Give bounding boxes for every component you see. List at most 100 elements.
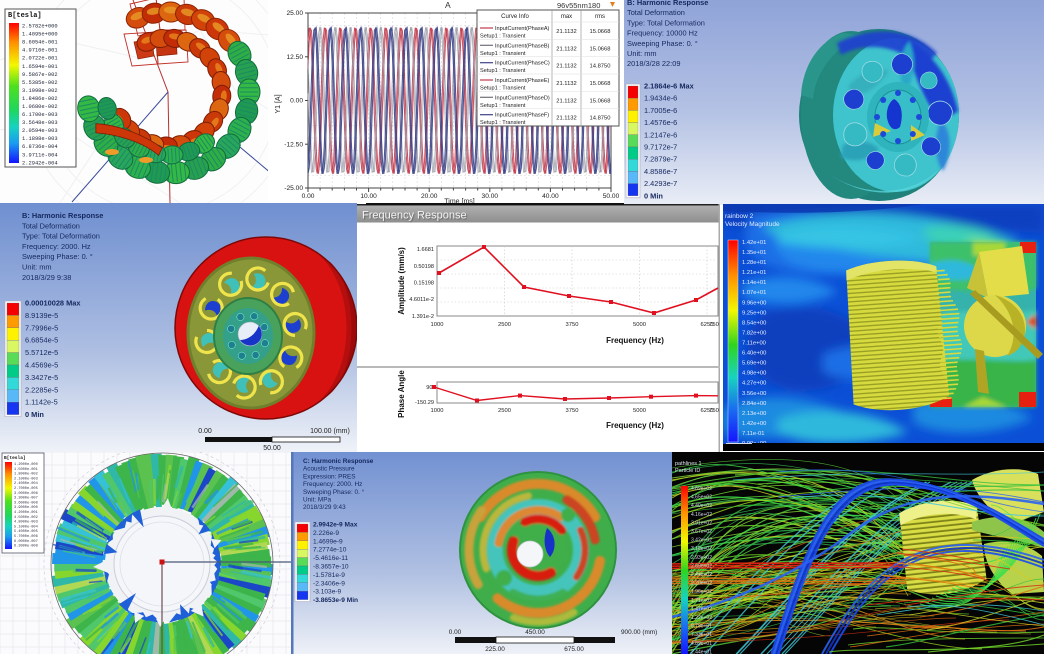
svg-text:Frequency (Hz): Frequency (Hz) xyxy=(606,421,664,430)
svg-text:rainbow 2: rainbow 2 xyxy=(725,213,754,220)
svg-text:5.5385e-002: 5.5385e-002 xyxy=(22,80,58,86)
svg-text:Setup1 : Transient: Setup1 : Transient xyxy=(480,103,526,109)
svg-text:90.: 90. xyxy=(426,385,434,391)
svg-text:7.11e+00: 7.11e+00 xyxy=(742,341,766,347)
svg-text:1.1898e-003: 1.1898e-003 xyxy=(22,136,58,142)
svg-text:1000: 1000 xyxy=(431,322,444,328)
svg-text:1.14e+01: 1.14e+01 xyxy=(742,280,766,286)
svg-text:1.7005e-6: 1.7005e-6 xyxy=(644,106,677,115)
svg-text:4.9716e-001: 4.9716e-001 xyxy=(22,48,58,54)
svg-text:1.0680e-002: 1.0680e-002 xyxy=(22,104,58,110)
svg-text:Frequency (Hz): Frequency (Hz) xyxy=(606,336,664,345)
svg-text:4.98e+00: 4.98e+00 xyxy=(742,371,766,377)
svg-text:2.44e+01: 2.44e+01 xyxy=(691,649,712,654)
svg-text:3.56e+00: 3.56e+00 xyxy=(742,391,766,397)
svg-text:Sweeping Phase: 0. °: Sweeping Phase: 0. ° xyxy=(22,252,93,261)
svg-text:1.71e+02: 1.71e+02 xyxy=(691,598,712,604)
svg-text:2.0594e-003: 2.0594e-003 xyxy=(22,128,58,134)
svg-text:4.4569e-5: 4.4569e-5 xyxy=(25,361,58,370)
svg-text:5.7000e-006: 5.7000e-006 xyxy=(14,535,38,539)
svg-text:5.69e+00: 5.69e+00 xyxy=(742,361,766,367)
svg-text:-1.5781e-9: -1.5781e-9 xyxy=(313,572,345,579)
svg-text:2.0722e-001: 2.0722e-001 xyxy=(22,56,58,62)
svg-text:InputCurrent(PhaseD): InputCurrent(PhaseD) xyxy=(495,95,550,101)
svg-text:2018/3/29 9:43: 2018/3/29 9:43 xyxy=(303,504,346,511)
svg-text:-2.3406e-9: -2.3406e-9 xyxy=(313,580,345,587)
svg-text:max: max xyxy=(561,14,572,20)
svg-text:2.9942e-9 Max: 2.9942e-9 Max xyxy=(313,522,358,529)
svg-text:7.2774e-10: 7.2774e-10 xyxy=(313,547,347,554)
svg-text:2.13e+00: 2.13e+00 xyxy=(742,411,766,417)
svg-text:B[tesla]: B[tesla] xyxy=(4,455,26,461)
svg-text:15.0668: 15.0668 xyxy=(590,81,611,87)
svg-text:6.40e+00: 6.40e+00 xyxy=(742,351,766,357)
svg-text:5.5712e-5: 5.5712e-5 xyxy=(25,348,58,357)
svg-text:6.3000e-008: 6.3000e-008 xyxy=(14,545,38,549)
svg-text:Setup1 : Transient: Setup1 : Transient xyxy=(480,86,526,92)
svg-text:1.8486e-002: 1.8486e-002 xyxy=(22,96,58,102)
svg-text:InputCurrent(PhaseA): InputCurrent(PhaseA) xyxy=(495,26,550,32)
svg-text:7.2879e-7: 7.2879e-7 xyxy=(644,155,677,164)
svg-text:50.00: 50.00 xyxy=(263,445,281,452)
svg-text:450.00: 450.00 xyxy=(525,629,545,636)
svg-text:InputCurrent(PhaseF): InputCurrent(PhaseF) xyxy=(495,113,549,119)
svg-text:7.7996e-5: 7.7996e-5 xyxy=(25,323,58,332)
svg-text:675.00: 675.00 xyxy=(564,646,584,653)
svg-text:100.00 (mm): 100.00 (mm) xyxy=(310,428,350,435)
svg-text:6250: 6250 xyxy=(701,322,714,328)
svg-text:Particle ID: Particle ID xyxy=(675,468,700,474)
svg-text:Y1 [A]: Y1 [A] xyxy=(275,94,282,113)
svg-text:3.9000e-000: 3.9000e-000 xyxy=(14,506,38,510)
svg-text:1.35e+01: 1.35e+01 xyxy=(742,250,766,256)
svg-text:1.8000e-002: 1.8000e-002 xyxy=(14,473,38,477)
svg-text:1.6681: 1.6681 xyxy=(417,247,434,253)
svg-text:0.00: 0.00 xyxy=(449,629,462,636)
svg-text:7.82e+00: 7.82e+00 xyxy=(742,330,766,336)
svg-text:pathlines 1: pathlines 1 xyxy=(675,461,702,467)
svg-text:Unit: mm: Unit: mm xyxy=(627,49,657,58)
svg-text:InputCurrent(PhaseC): InputCurrent(PhaseC) xyxy=(495,61,550,67)
svg-text:B: Harmonic Response: B: Harmonic Response xyxy=(22,211,103,220)
svg-text:4.89e+01: 4.89e+01 xyxy=(691,641,712,647)
svg-text:9.7172e-7: 9.7172e-7 xyxy=(644,143,677,152)
svg-text:Unit: mm: Unit: mm xyxy=(22,263,52,272)
svg-text:2.226e-9: 2.226e-9 xyxy=(313,530,339,537)
svg-text:1.2000e-000: 1.2000e-000 xyxy=(14,463,38,467)
svg-text:2.4000e-004: 2.4000e-004 xyxy=(14,482,38,486)
svg-text:3.9711e-004: 3.9711e-004 xyxy=(22,152,58,158)
svg-text:20.00: 20.00 xyxy=(421,193,438,200)
svg-text:InputCurrent(PhaseE): InputCurrent(PhaseE) xyxy=(495,78,550,84)
svg-text:3.6000e-008: 3.6000e-008 xyxy=(14,501,38,505)
svg-text:-3.8653e-9 Min: -3.8653e-9 Min xyxy=(313,597,358,604)
svg-text:15.0668: 15.0668 xyxy=(590,98,611,104)
svg-text:8.9139e-5: 8.9139e-5 xyxy=(25,311,58,320)
svg-text:1.4699e-9: 1.4699e-9 xyxy=(313,538,343,545)
svg-text:21.1132: 21.1132 xyxy=(556,116,577,122)
svg-text:50.00: 50.00 xyxy=(603,193,620,200)
svg-text:6.1700e-003: 6.1700e-003 xyxy=(22,112,58,118)
svg-text:2018/3/28 22:09: 2018/3/28 22:09 xyxy=(627,59,680,68)
svg-text:5000: 5000 xyxy=(633,322,646,328)
svg-text:4.2000e-001: 4.2000e-001 xyxy=(14,511,38,515)
svg-text:2.1864e-6 Max: 2.1864e-6 Max xyxy=(644,82,695,91)
svg-text:1.22e+02: 1.22e+02 xyxy=(691,615,712,621)
svg-text:1.6594e-001: 1.6594e-001 xyxy=(22,64,58,70)
svg-text:2018/3/29 9:38: 2018/3/29 9:38 xyxy=(22,273,71,282)
svg-text:1.9434e-6: 1.9434e-6 xyxy=(644,94,677,103)
svg-text:4.6011e-2: 4.6011e-2 xyxy=(409,297,434,303)
svg-text:21.1132: 21.1132 xyxy=(556,98,577,104)
svg-text:14.8750: 14.8750 xyxy=(590,116,611,122)
svg-text:Velocity Magnitude: Velocity Magnitude xyxy=(725,221,780,228)
svg-text:0 Min: 0 Min xyxy=(644,191,663,200)
svg-text:Setup1 : Transient: Setup1 : Transient xyxy=(480,68,526,74)
svg-text:2.44e+02: 2.44e+02 xyxy=(691,572,712,578)
svg-text:750: 750 xyxy=(709,408,719,414)
svg-text:6.0000e-007: 6.0000e-007 xyxy=(14,540,38,544)
svg-text:3.3000e-007: 3.3000e-007 xyxy=(14,497,38,501)
svg-text:225.00: 225.00 xyxy=(485,646,505,653)
svg-text:-5.4616e-11: -5.4616e-11 xyxy=(313,555,348,562)
svg-text:2.93e+02: 2.93e+02 xyxy=(691,555,712,561)
svg-text:3.1998e-002: 3.1998e-002 xyxy=(22,88,58,94)
svg-text:1.391e-2: 1.391e-2 xyxy=(412,314,434,320)
svg-text:1.42e+00: 1.42e+00 xyxy=(742,421,766,427)
